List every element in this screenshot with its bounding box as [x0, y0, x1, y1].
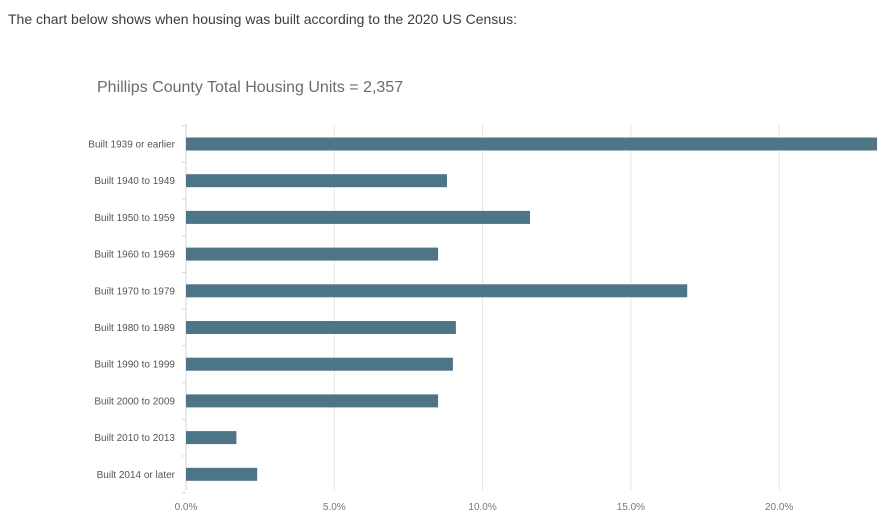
category-label: Built 2000 to 2009 [94, 396, 175, 407]
bar [186, 431, 237, 445]
category-label: Built 1960 to 1969 [94, 250, 175, 261]
bar [186, 137, 878, 151]
bar [186, 210, 531, 224]
x-tick-label: 10.0% [468, 502, 496, 513]
y-axis [182, 124, 187, 494]
category-labels: Built 1939 or earlier Built 1940 to 1949 B… [88, 140, 175, 481]
bar [186, 284, 688, 298]
category-label: Built 1980 to 1989 [94, 323, 175, 334]
x-tick-labels: 0.0% 5.0% 10.0% 15.0% 20.0% [175, 502, 794, 513]
category-label: Built 1970 to 1979 [94, 286, 175, 297]
category-label: Built 1990 to 1999 [94, 360, 175, 371]
bars [186, 137, 878, 481]
bar [186, 467, 258, 481]
category-label: Built 1939 or earlier [88, 140, 175, 151]
bar [186, 394, 439, 408]
intro-text: The chart below shows when housing was b… [8, 11, 517, 27]
category-label: Built 2014 or later [97, 470, 176, 481]
category-label: Built 1950 to 1959 [94, 213, 175, 224]
bar [186, 321, 456, 334]
x-tick-label: 15.0% [617, 502, 645, 513]
bar [186, 357, 453, 371]
x-tick-label: 5.0% [323, 502, 346, 513]
category-label: Built 1940 to 1949 [94, 176, 175, 187]
bar [186, 247, 439, 261]
bar [186, 174, 447, 188]
x-tick-label: 0.0% [175, 502, 198, 513]
chart-title: Phillips County Total Housing Units = 2,… [97, 79, 404, 96]
category-label: Built 2010 to 2013 [94, 433, 175, 444]
x-tick-label: 20.0% [765, 502, 793, 513]
